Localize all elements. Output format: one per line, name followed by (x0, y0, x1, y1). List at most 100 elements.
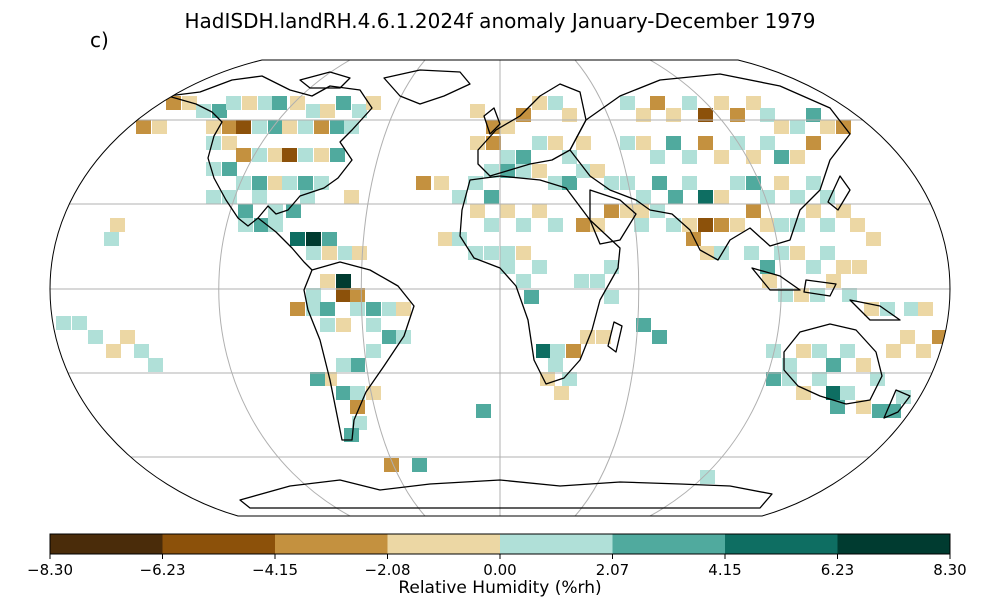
coast-australia (783, 323, 883, 405)
anomaly-cell (698, 218, 713, 232)
anomaly-cell (746, 176, 761, 190)
anomaly-cell (682, 96, 697, 110)
anomaly-cell (352, 416, 367, 430)
anomaly-cell (222, 120, 237, 134)
anomaly-cell (806, 176, 821, 190)
anomaly-cell (532, 260, 547, 274)
colorbar-segment (837, 534, 951, 554)
anomaly-cell (850, 218, 865, 232)
anomaly-cell (136, 120, 151, 134)
anomaly-cell (320, 318, 335, 332)
anomaly-cell (516, 150, 531, 164)
anomaly-cell (774, 120, 789, 134)
anomaly-cell (836, 204, 851, 218)
anomaly-cell (152, 120, 167, 134)
anomaly-cell (434, 176, 449, 190)
anomaly-cell (746, 204, 761, 218)
anomaly-cell (268, 176, 283, 190)
anomaly-cell (320, 274, 335, 288)
anomaly-cell (730, 176, 745, 190)
anomaly-cell (548, 358, 563, 372)
anomaly-cell (366, 302, 381, 316)
anomaly-cell (350, 358, 365, 372)
anomaly-cell (468, 246, 483, 260)
anomaly-cell (650, 96, 665, 110)
colorbar-segment (387, 534, 501, 554)
anomaly-cell (206, 162, 221, 176)
anomaly-cell (416, 176, 431, 190)
anomaly-cell (500, 150, 515, 164)
anomaly-cell (576, 218, 591, 232)
anomaly-cell (918, 302, 933, 316)
anomaly-cell (682, 218, 697, 232)
anomaly-cell (634, 204, 649, 218)
globe-outline (49, 59, 951, 517)
anomaly-cell (344, 120, 359, 134)
anomaly-cell (620, 96, 635, 110)
colorbar-tick-label: −6.23 (140, 561, 186, 579)
anomaly-cell (810, 288, 825, 302)
anomaly-cell (730, 136, 745, 150)
anomaly-cell (314, 120, 329, 134)
colorbar-segment (500, 534, 613, 554)
colorbar: −8.30 −6.23 −4.15 −2.08 0.00 2.07 4.15 6.23 8.30 (27, 533, 967, 579)
anomaly-cell (350, 288, 365, 302)
anomaly-cell (290, 232, 305, 246)
anomaly-cell (682, 150, 697, 164)
anomaly-cell (286, 204, 301, 218)
anomaly-cell (484, 190, 499, 204)
anomaly-cell (574, 274, 589, 288)
anomaly-cell (782, 358, 797, 372)
anomaly-cell (452, 232, 467, 246)
anomaly-cell (298, 148, 313, 162)
anomaly-cell (666, 136, 681, 150)
anomaly-cell (796, 344, 811, 358)
graticule (50, 60, 950, 516)
coast-asia (569, 73, 851, 261)
anomaly-cell (698, 136, 713, 150)
anomaly-cell (322, 232, 337, 246)
anomaly-cell (438, 232, 453, 246)
anomaly-cell (840, 344, 855, 358)
colorbar-tick-label: −2.08 (365, 561, 411, 579)
anomaly-cell (790, 246, 805, 260)
anomaly-cell (562, 176, 577, 190)
anomaly-cell (366, 96, 381, 110)
anomaly-cell (576, 136, 591, 150)
anomaly-cell (904, 302, 919, 316)
panel-label: c) (90, 28, 109, 52)
anomaly-cell (516, 108, 531, 122)
anomaly-cell (336, 386, 351, 400)
anomaly-cell (486, 120, 501, 134)
anomaly-cell (806, 260, 821, 274)
coast-arctic-islands (299, 71, 351, 89)
anomaly-cell (746, 150, 761, 164)
anomaly-cell (320, 302, 335, 316)
anomaly-cell (826, 386, 841, 400)
anomaly-cell (778, 288, 793, 302)
anomaly-cell (306, 232, 321, 246)
anomaly-cell (714, 150, 729, 164)
anomaly-grid-cells (56, 96, 947, 484)
anomaly-cell (366, 318, 381, 332)
anomaly-cell (300, 190, 315, 204)
anomaly-cell (238, 204, 253, 218)
anomaly-cell (268, 120, 283, 134)
colorbar-segment (162, 534, 276, 554)
anomaly-cell (636, 136, 651, 150)
anomaly-cell (352, 246, 367, 260)
anomaly-cell (320, 104, 335, 118)
anomaly-cell (760, 136, 775, 150)
anomaly-cell (222, 162, 237, 176)
colorbar-segment (612, 534, 726, 554)
anomaly-cell (836, 260, 851, 274)
anomaly-cell (336, 318, 351, 332)
anomaly-cell (148, 358, 163, 372)
anomaly-cell (700, 470, 715, 484)
anomaly-cell (242, 96, 257, 110)
colorbar-tick-label: −8.30 (27, 561, 73, 579)
anomaly-cell (500, 120, 515, 134)
anomaly-cell (106, 344, 121, 358)
anomaly-cell (566, 344, 581, 358)
